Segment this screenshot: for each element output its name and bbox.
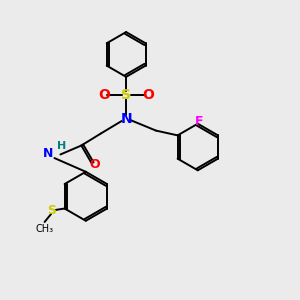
Text: O: O <box>89 158 100 171</box>
Text: H: H <box>57 142 66 152</box>
Text: S: S <box>47 203 56 217</box>
Text: N: N <box>120 112 132 126</box>
Text: O: O <box>142 88 154 102</box>
Text: N: N <box>43 147 53 161</box>
Text: F: F <box>194 115 203 128</box>
Text: O: O <box>98 88 110 102</box>
Text: CH₃: CH₃ <box>35 224 54 234</box>
Text: S: S <box>121 88 131 102</box>
